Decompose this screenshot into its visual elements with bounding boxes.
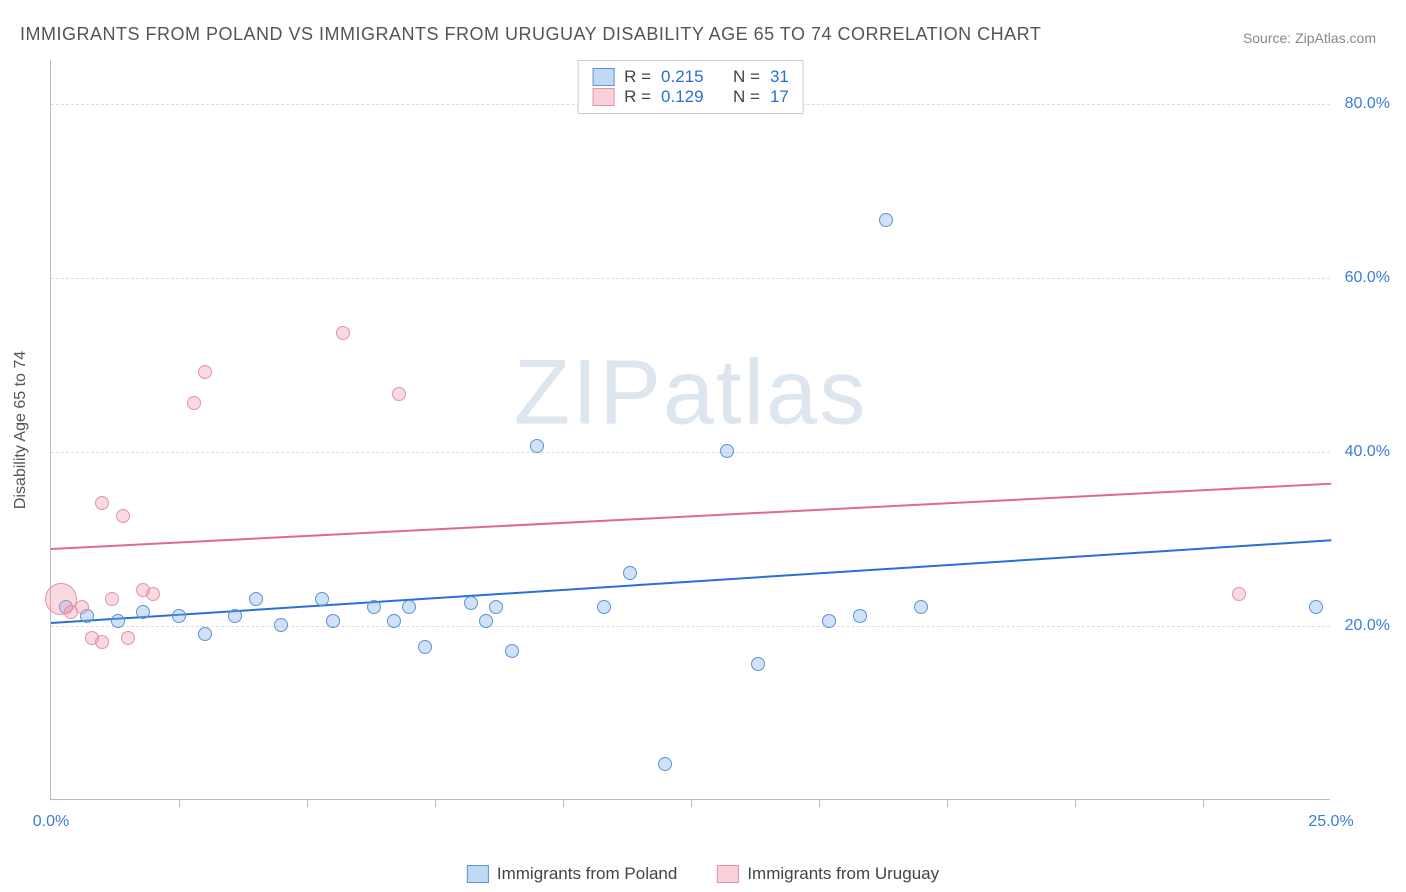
x-tick-label: 25.0%: [1308, 813, 1353, 831]
data-point-poland: [1309, 600, 1323, 614]
data-point-poland: [111, 614, 125, 628]
scatter-plot-area: ZIPatlas R = 0.215 N = 31 R = 0.129 N = …: [50, 60, 1330, 800]
data-point-poland: [597, 600, 611, 614]
r-label: R =: [624, 87, 651, 107]
y-tick-label: 40.0%: [1335, 443, 1390, 461]
data-point-uruguay: [1232, 587, 1246, 601]
source-attribution: Source: ZipAtlas.com: [1243, 30, 1376, 46]
r-value-uruguay: 0.129: [661, 87, 704, 107]
x-tick: [947, 799, 948, 807]
data-point-poland: [853, 609, 867, 623]
n-label: N =: [733, 67, 760, 87]
data-point-uruguay: [392, 387, 406, 401]
data-point-poland: [172, 609, 186, 623]
data-point-poland: [914, 600, 928, 614]
y-tick-label: 20.0%: [1335, 617, 1390, 635]
n-value-poland: 31: [770, 67, 789, 87]
swatch-uruguay: [717, 865, 739, 883]
x-tick: [563, 799, 564, 807]
n-value-uruguay: 17: [770, 87, 789, 107]
data-point-uruguay: [187, 396, 201, 410]
y-tick-label: 60.0%: [1335, 269, 1390, 287]
data-point-poland: [530, 439, 544, 453]
legend-label-poland: Immigrants from Poland: [497, 864, 677, 884]
data-point-poland: [505, 644, 519, 658]
data-point-poland: [402, 600, 416, 614]
correlation-legend: R = 0.215 N = 31 R = 0.129 N = 17: [577, 60, 804, 114]
legend-item-poland: Immigrants from Poland: [467, 864, 677, 884]
gridline: [51, 626, 1330, 627]
data-point-poland: [228, 609, 242, 623]
series-legend: Immigrants from Poland Immigrants from U…: [467, 864, 939, 884]
watermark-light: atlas: [663, 341, 867, 443]
trendline-uruguay: [51, 482, 1331, 549]
data-point-poland: [751, 657, 765, 671]
trendline-poland: [51, 539, 1331, 624]
data-point-poland: [464, 596, 478, 610]
chart-title: IMMIGRANTS FROM POLAND VS IMMIGRANTS FRO…: [20, 24, 1041, 45]
x-tick: [1203, 799, 1204, 807]
x-tick-label: 0.0%: [33, 813, 69, 831]
correlation-row-poland: R = 0.215 N = 31: [592, 67, 789, 87]
x-tick: [819, 799, 820, 807]
data-point-poland: [489, 600, 503, 614]
swatch-poland: [592, 68, 614, 86]
y-tick-label: 80.0%: [1335, 95, 1390, 113]
n-label: N =: [733, 87, 760, 107]
x-tick: [1075, 799, 1076, 807]
data-point-poland: [198, 627, 212, 641]
y-axis-label: Disability Age 65 to 74: [12, 351, 30, 509]
data-point-uruguay: [116, 509, 130, 523]
data-point-uruguay: [146, 587, 160, 601]
data-point-poland: [658, 757, 672, 771]
x-tick: [691, 799, 692, 807]
data-point-poland: [367, 600, 381, 614]
data-point-poland: [315, 592, 329, 606]
x-tick: [307, 799, 308, 807]
legend-item-uruguay: Immigrants from Uruguay: [717, 864, 939, 884]
watermark-bold: ZIP: [514, 341, 663, 443]
correlation-row-uruguay: R = 0.129 N = 17: [592, 87, 789, 107]
data-point-poland: [136, 605, 150, 619]
data-point-uruguay: [105, 592, 119, 606]
data-point-uruguay: [121, 631, 135, 645]
data-point-poland: [418, 640, 432, 654]
data-point-poland: [623, 566, 637, 580]
data-point-uruguay: [95, 496, 109, 510]
data-point-poland: [274, 618, 288, 632]
r-value-poland: 0.215: [661, 67, 704, 87]
data-point-uruguay: [95, 635, 109, 649]
data-point-uruguay: [75, 600, 89, 614]
data-point-uruguay: [198, 365, 212, 379]
data-point-poland: [249, 592, 263, 606]
data-point-poland: [479, 614, 493, 628]
x-tick: [435, 799, 436, 807]
data-point-uruguay: [336, 326, 350, 340]
data-point-poland: [326, 614, 340, 628]
swatch-uruguay: [592, 88, 614, 106]
watermark: ZIPatlas: [514, 340, 867, 445]
x-tick: [179, 799, 180, 807]
legend-label-uruguay: Immigrants from Uruguay: [747, 864, 939, 884]
data-point-poland: [822, 614, 836, 628]
data-point-poland: [879, 213, 893, 227]
r-label: R =: [624, 67, 651, 87]
data-point-poland: [720, 444, 734, 458]
gridline: [51, 452, 1330, 453]
gridline: [51, 278, 1330, 279]
data-point-poland: [387, 614, 401, 628]
swatch-poland: [467, 865, 489, 883]
